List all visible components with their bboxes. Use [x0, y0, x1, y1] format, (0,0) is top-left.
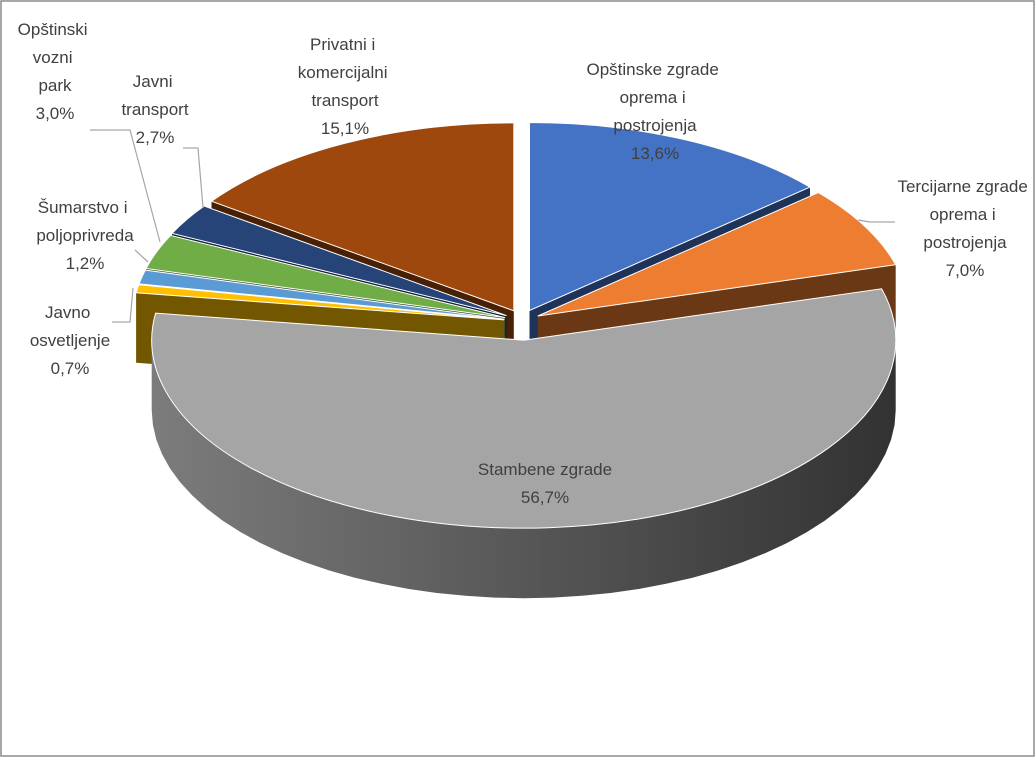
slice	[145, 234, 506, 319]
label-line: oprema i	[930, 205, 1001, 224]
label-line: Stambene zgrade	[478, 460, 612, 479]
label-line: Opštinske zgrade	[586, 60, 723, 79]
label-line: park	[38, 76, 72, 95]
leader-line	[183, 147, 204, 209]
leader-line	[90, 129, 161, 243]
value-label: 7,0%	[946, 261, 985, 280]
leader-line	[857, 219, 895, 223]
label-line: oprema i	[620, 88, 691, 107]
value-label: 1,2%	[66, 254, 105, 273]
label-line: transport	[311, 91, 378, 110]
value-label: 13,6%	[631, 144, 679, 163]
slice	[151, 288, 897, 529]
label-line: vozni	[33, 48, 77, 67]
slice	[138, 269, 505, 320]
value-label: 3,0%	[36, 104, 75, 123]
label-line: Opštinski	[18, 20, 93, 39]
category-label: Javni transport	[121, 72, 188, 119]
value-label: 0,7%	[51, 359, 90, 378]
slice	[135, 284, 505, 321]
label-line: postrojenja	[923, 233, 1007, 252]
label-line: poljoprivreda	[36, 226, 134, 245]
slice	[210, 122, 515, 312]
category-label: Tercijarne zgrade oprema i postrojenja	[897, 177, 1032, 252]
labels: Opštinske zgrade oprema i postrojenja 13,…	[18, 20, 1033, 507]
slice	[537, 192, 897, 317]
value-label: 56,7%	[521, 488, 569, 507]
label-line: Javni	[133, 72, 177, 91]
category-label: Šumarstvo i poljoprivreda	[36, 198, 134, 245]
leader-line	[112, 287, 134, 323]
category-label: Privatni i komercijalni transport	[298, 35, 392, 110]
value-label: 15,1%	[321, 119, 369, 138]
label-line: Privatni i	[310, 35, 380, 54]
label-line: Šumarstvo i	[38, 198, 132, 217]
pie	[135, 121, 897, 599]
slice	[529, 121, 812, 312]
label-line: Tercijarne zgrade	[897, 177, 1032, 196]
label-line: postrojenja	[613, 116, 697, 135]
slice-side	[151, 340, 896, 599]
category-label: Javno osvetljenje	[30, 303, 110, 350]
label-line: komercijalni	[298, 63, 392, 82]
category-label: Opštinski vozni park	[18, 20, 93, 95]
leader-line	[134, 249, 149, 263]
label-line: osvetljenje	[30, 331, 110, 350]
label-line: transport	[121, 100, 188, 119]
slice	[171, 205, 507, 317]
value-label: 2,7%	[136, 128, 175, 147]
category-label: Opštinske zgrade oprema i postrojenja	[586, 60, 723, 135]
label-line: Javno	[45, 303, 95, 322]
category-label: Stambene zgrade	[478, 460, 612, 479]
